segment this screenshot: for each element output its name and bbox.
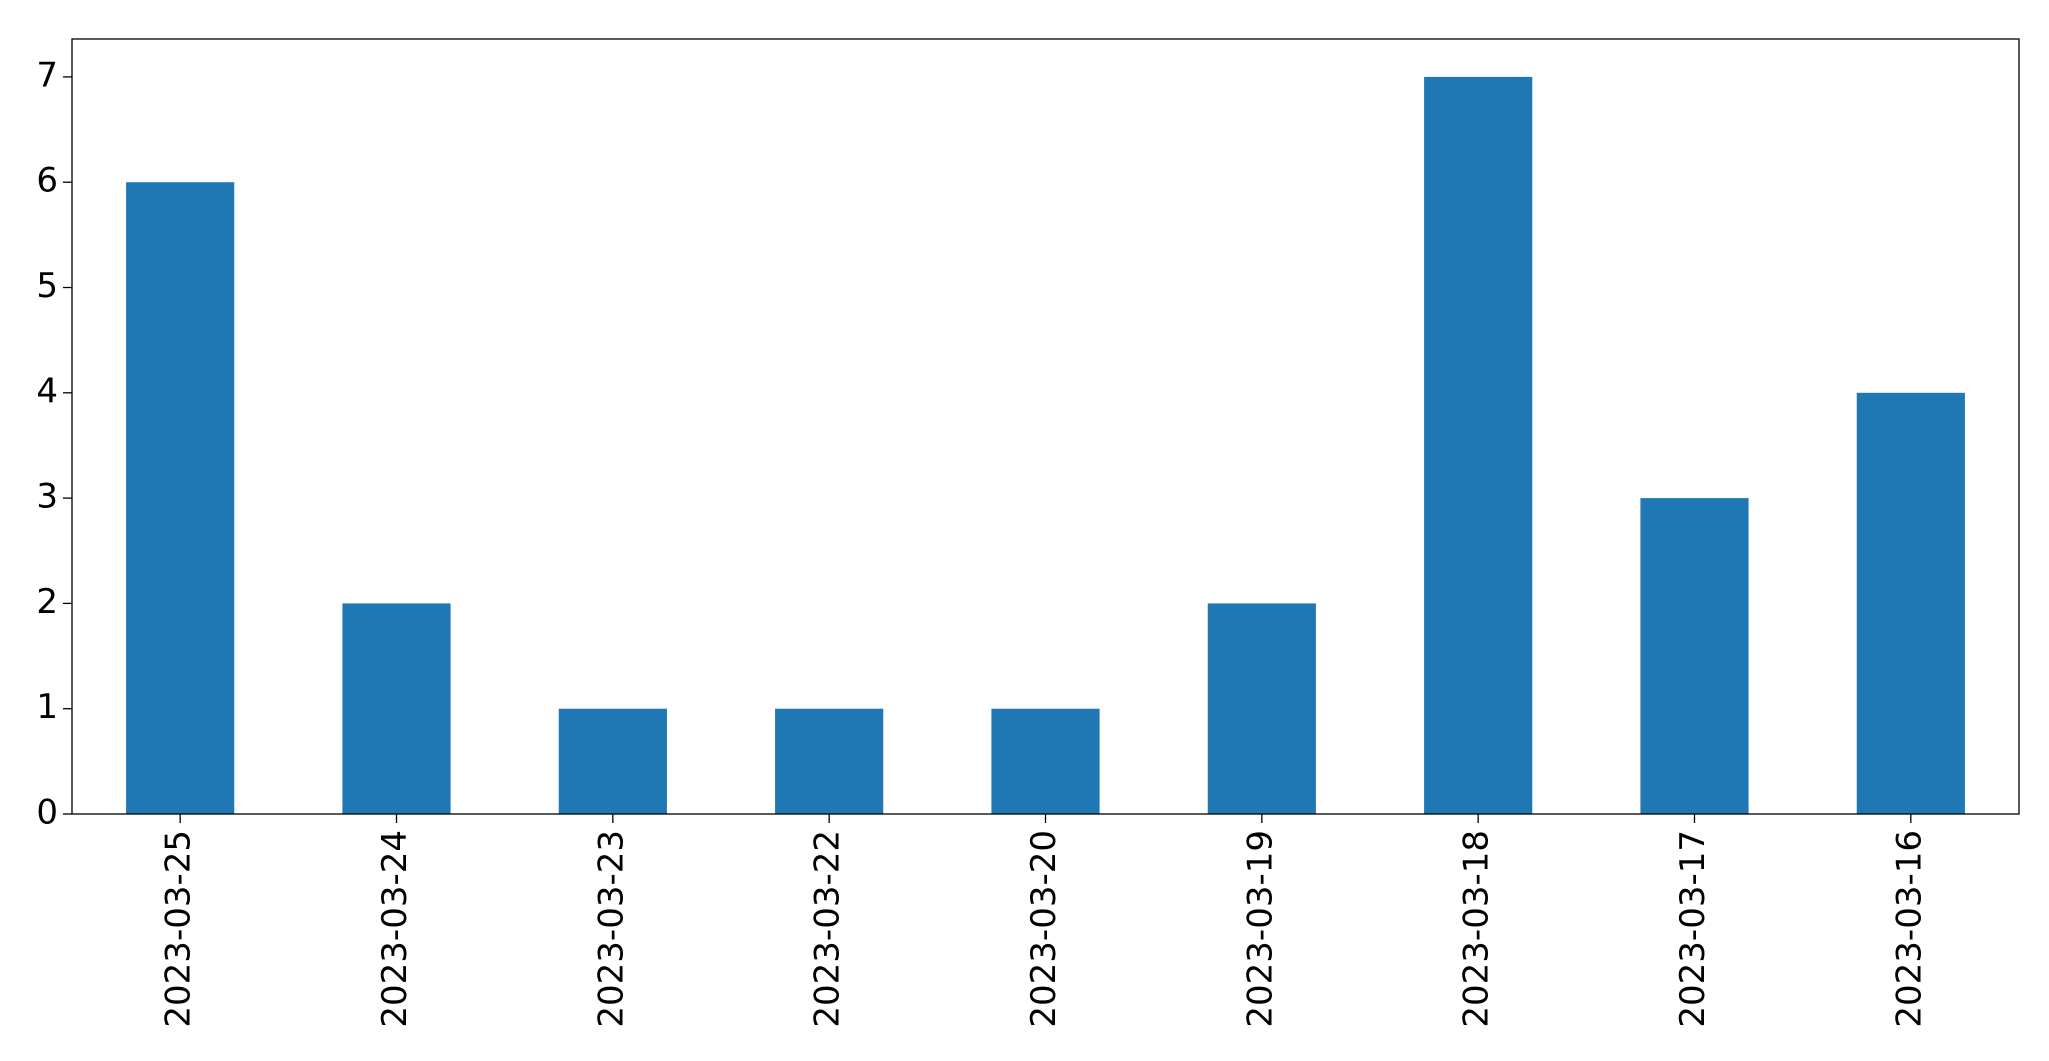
- bar: [342, 603, 451, 814]
- bar: [1856, 392, 1965, 814]
- bar: [558, 708, 667, 814]
- plot-frame: [71, 38, 2020, 815]
- bar: [126, 182, 235, 814]
- bar: [775, 708, 884, 814]
- x-tick-label: 2023-03-18: [1457, 830, 1497, 1028]
- x-tick-label: 2023-03-23: [591, 830, 631, 1028]
- y-tick-label: 5: [36, 266, 58, 306]
- y-tick-label: 4: [36, 371, 58, 411]
- bar: [1207, 603, 1316, 814]
- x-tick-label: 2023-03-22: [808, 830, 848, 1028]
- bar: [1640, 498, 1749, 814]
- y-tick-label: 2: [36, 582, 58, 622]
- y-tick-label: 3: [36, 477, 58, 517]
- bar: [991, 708, 1100, 814]
- bar: [1424, 76, 1533, 815]
- x-tick-label: 2023-03-20: [1024, 830, 1064, 1028]
- x-tick-label: 2023-03-25: [159, 830, 199, 1028]
- y-tick-label: 0: [36, 793, 58, 833]
- x-tick-label: 2023-03-24: [375, 830, 415, 1028]
- y-tick-label: 7: [36, 55, 58, 95]
- x-tick-label: 2023-03-19: [1240, 830, 1280, 1028]
- x-tick-label: 2023-03-16: [1889, 830, 1929, 1028]
- x-tick-label: 2023-03-17: [1673, 830, 1713, 1028]
- y-tick-label: 6: [36, 161, 58, 201]
- y-tick-label: 1: [36, 687, 58, 727]
